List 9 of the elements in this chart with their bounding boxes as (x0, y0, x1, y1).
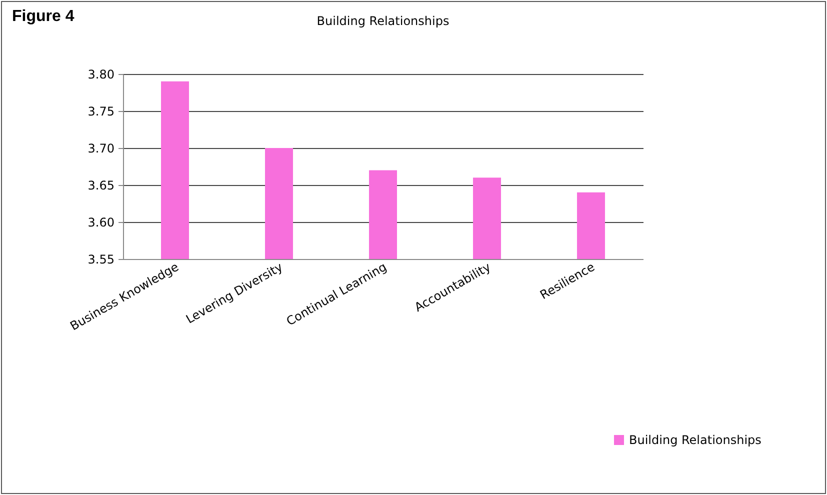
y-tick-label: 3.65 (88, 178, 114, 192)
chart-title: Building Relationships (316, 14, 450, 28)
y-tick-label: 3.55 (88, 252, 114, 266)
legend-label: Building Relationships (629, 433, 762, 447)
y-tick-label: 3.75 (88, 104, 114, 118)
y-tick-label: 3.60 (88, 216, 114, 230)
caption: Figure 4 (12, 8, 74, 26)
y-tick-label: 3.70 (88, 142, 114, 156)
y-tick-label: 3.80 (88, 68, 114, 82)
